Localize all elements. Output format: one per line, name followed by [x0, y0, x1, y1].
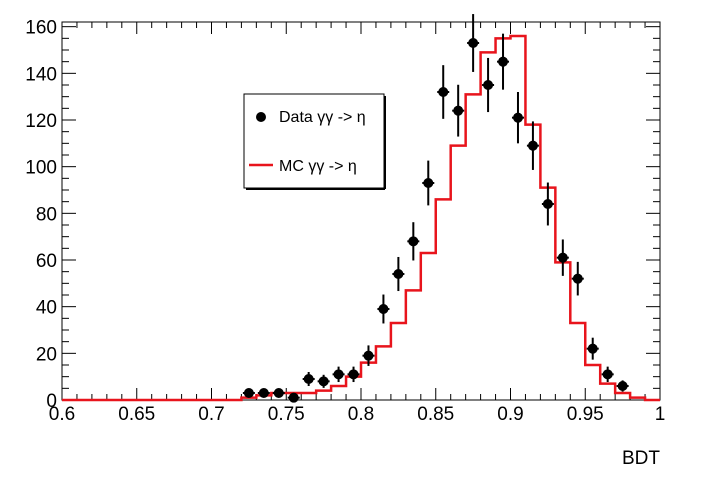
data-point	[423, 178, 434, 188]
data-point	[393, 269, 404, 279]
y-tick-label: 60	[36, 251, 57, 272]
data-point	[333, 369, 344, 380]
data-point	[288, 392, 299, 403]
y-tick-label: 80	[36, 204, 57, 225]
mc-step-line	[62, 34, 660, 402]
data-point	[542, 199, 553, 209]
data-point	[602, 369, 613, 380]
data-point	[378, 304, 389, 314]
data-point	[527, 140, 538, 151]
y-tick-label: 160	[25, 18, 57, 39]
data-point	[318, 376, 329, 387]
legend-data-label: Data γγ -> η	[279, 109, 366, 126]
data-series	[242, 14, 629, 403]
data-point	[438, 87, 449, 97]
data-point	[348, 369, 359, 380]
y-tick-label: 100	[25, 158, 57, 179]
x-tick-label: 0.65	[118, 404, 155, 425]
data-point	[363, 350, 374, 361]
x-tick-label: 0.9	[497, 404, 523, 425]
x-tick-label: 0.75	[268, 404, 305, 425]
data-point	[303, 374, 314, 384]
data-point	[512, 112, 523, 123]
x-tick-label: 0.95	[567, 404, 604, 425]
x-tick-label: 0.7	[198, 404, 224, 425]
x-tick-label: 0.8	[348, 404, 374, 425]
x-tick-label: 0.6	[49, 404, 75, 425]
mc-series	[62, 34, 660, 402]
y-tick-label: 120	[25, 111, 57, 132]
data-point	[557, 252, 568, 263]
y-tick-label: 0	[46, 391, 57, 412]
x-tick-label: 1	[655, 404, 666, 425]
x-tick-labels: 0.6 0.65 0.7 0.75 0.8 0.85 0.9 0.95 1	[49, 404, 666, 425]
data-point	[468, 38, 479, 48]
y-tick-label: 40	[36, 298, 57, 319]
y-tick-label: 20	[36, 344, 57, 365]
x-axis-title: BDT	[622, 448, 660, 469]
data-point	[483, 80, 494, 90]
y-tick-labels: 0 20 40 60 80 100 120 140 160	[25, 18, 57, 412]
data-point	[587, 343, 598, 354]
data-point	[273, 388, 284, 398]
legend-data-marker	[256, 112, 266, 122]
data-point	[408, 236, 419, 247]
x-tick-label: 0.85	[417, 404, 454, 425]
data-point	[453, 105, 464, 116]
legend-box	[243, 93, 385, 189]
data-point	[498, 56, 509, 67]
legend: Data γγ -> η MC γγ -> η	[243, 93, 386, 190]
data-point	[617, 381, 628, 391]
data-point	[572, 273, 583, 284]
legend-mc-label: MC γγ -> η	[279, 158, 357, 175]
y-tick-label: 140	[25, 64, 57, 85]
data-point	[258, 388, 269, 398]
data-point	[243, 388, 254, 398]
